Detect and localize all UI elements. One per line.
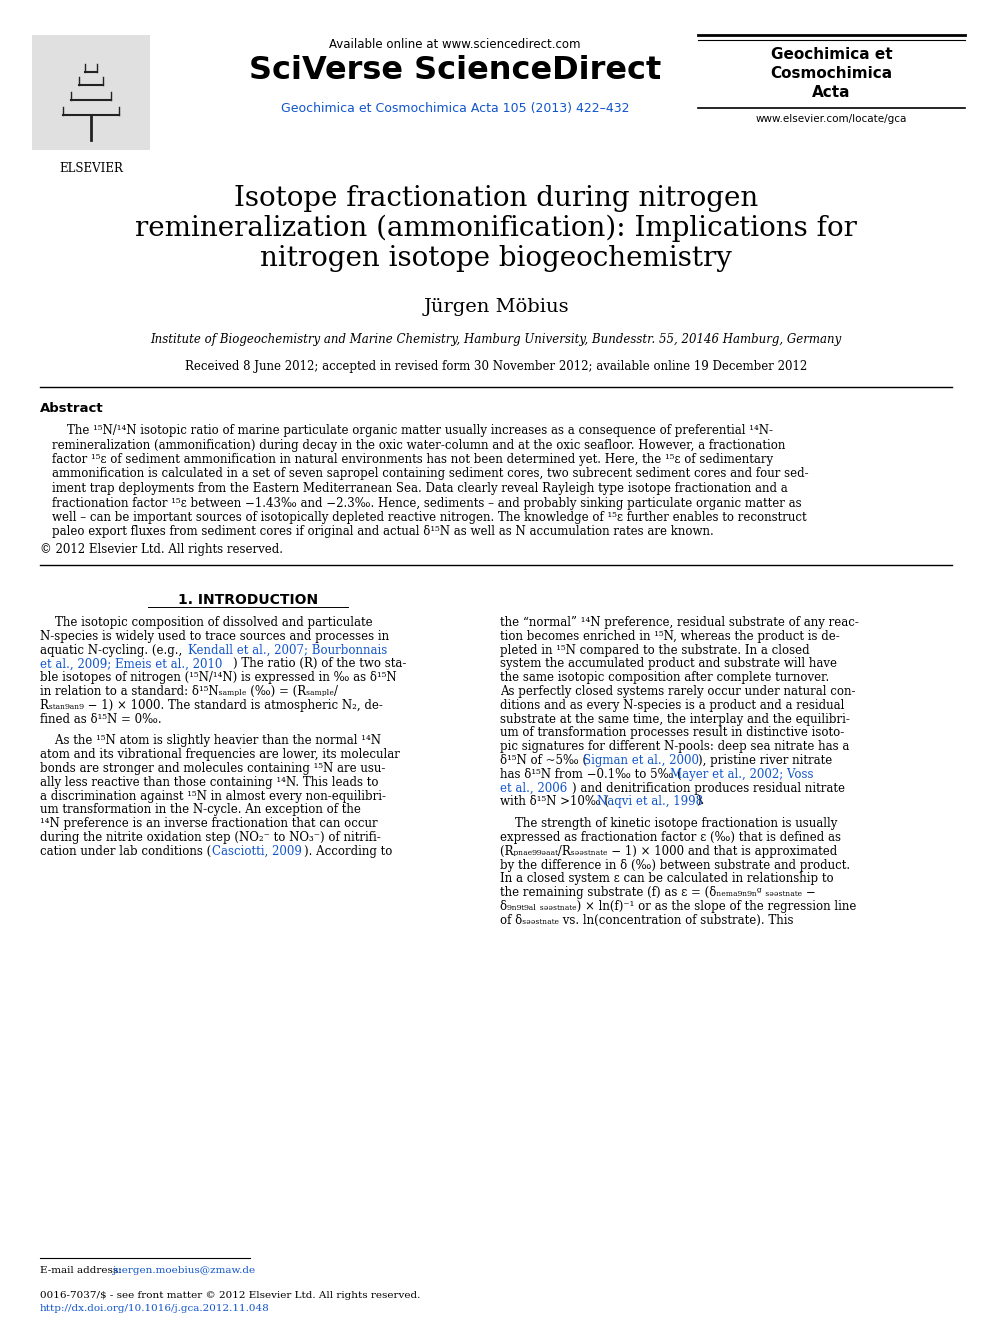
Text: ble isotopes of nitrogen (¹⁵N/¹⁴N) is expressed in ‰ as δ¹⁵N: ble isotopes of nitrogen (¹⁵N/¹⁴N) is ex… bbox=[40, 671, 397, 684]
Text: The ¹⁵N/¹⁴N isotopic ratio of marine particulate organic matter usually increase: The ¹⁵N/¹⁴N isotopic ratio of marine par… bbox=[52, 423, 773, 437]
Text: Naqvi et al., 1998: Naqvi et al., 1998 bbox=[597, 795, 703, 808]
Text: ). According to: ). According to bbox=[304, 845, 393, 857]
Text: in relation to a standard: δ¹⁵Nₛₐₘₚₗₑ (‰) = (Rₛₐₘₚₗₑ/: in relation to a standard: δ¹⁵Nₛₐₘₚₗₑ (‰… bbox=[40, 685, 338, 699]
Text: In a closed system ε can be calculated in relationship to: In a closed system ε can be calculated i… bbox=[500, 872, 833, 885]
Text: et al., 2009; Emeis et al., 2010: et al., 2009; Emeis et al., 2010 bbox=[40, 658, 222, 671]
Text: aquatic N-cycling. (e.g.,: aquatic N-cycling. (e.g., bbox=[40, 643, 186, 656]
Text: by the difference in δ (‰) between substrate and product.: by the difference in δ (‰) between subst… bbox=[500, 859, 850, 872]
Text: The isotopic composition of dissolved and particulate: The isotopic composition of dissolved an… bbox=[40, 617, 373, 628]
Text: et al., 2006: et al., 2006 bbox=[500, 782, 567, 795]
Text: Institute of Biogeochemistry and Marine Chemistry, Hamburg University, Bundesstr: Institute of Biogeochemistry and Marine … bbox=[151, 333, 841, 347]
Text: substrate at the same time, the interplay and the equilibri-: substrate at the same time, the interpla… bbox=[500, 713, 850, 725]
Text: As perfectly closed systems rarely occur under natural con-: As perfectly closed systems rarely occur… bbox=[500, 685, 855, 699]
Text: with δ¹⁵N >10‰ (: with δ¹⁵N >10‰ ( bbox=[500, 795, 609, 808]
Text: pleted in ¹⁵N compared to the substrate. In a closed: pleted in ¹⁵N compared to the substrate.… bbox=[500, 643, 809, 656]
Text: Rₛₜₐₙ₉ₐₙ₉ − 1) × 1000. The standard is atmospheric N₂, de-: Rₛₜₐₙ₉ₐₙ₉ − 1) × 1000. The standard is a… bbox=[40, 699, 383, 712]
Text: remineralization (ammonification) during decay in the oxic water-column and at t: remineralization (ammonification) during… bbox=[52, 438, 786, 451]
Text: Mayer et al., 2002; Voss: Mayer et al., 2002; Voss bbox=[670, 767, 813, 781]
Text: tion becomes enriched in ¹⁵N, whereas the product is de-: tion becomes enriched in ¹⁵N, whereas th… bbox=[500, 630, 840, 643]
Text: 0016-7037/$ - see front matter © 2012 Elsevier Ltd. All rights reserved.: 0016-7037/$ - see front matter © 2012 El… bbox=[40, 1291, 421, 1301]
Text: well – can be important sources of isotopically depleted reactive nitrogen. The : well – can be important sources of isoto… bbox=[52, 511, 806, 524]
Text: pic signatures for different N-pools: deep sea nitrate has a: pic signatures for different N-pools: de… bbox=[500, 740, 849, 753]
Text: has δ¹⁵N from −0.1‰ to 5‰ (: has δ¹⁵N from −0.1‰ to 5‰ ( bbox=[500, 767, 682, 781]
Text: http://dx.doi.org/10.1016/j.gca.2012.11.048: http://dx.doi.org/10.1016/j.gca.2012.11.… bbox=[40, 1304, 270, 1312]
Bar bbox=[32, 34, 150, 149]
Text: fined as δ¹⁵N = 0‰.: fined as δ¹⁵N = 0‰. bbox=[40, 713, 162, 725]
Text: factor ¹⁵ε of sediment ammonification in natural environments has not been deter: factor ¹⁵ε of sediment ammonification in… bbox=[52, 452, 773, 466]
Text: during the nitrite oxidation step (NO₂⁻ to NO₃⁻) of nitrifi-: during the nitrite oxidation step (NO₂⁻ … bbox=[40, 831, 381, 844]
Text: Acta: Acta bbox=[812, 85, 851, 101]
Text: um of transformation processes result in distinctive isoto-: um of transformation processes result in… bbox=[500, 726, 844, 740]
Text: of δₛₔₔₛₜₙₐₜₑ vs. ln(concentration of substrate). This: of δₛₔₔₛₜₙₐₜₑ vs. ln(concentration of su… bbox=[500, 914, 794, 927]
Text: system the accumulated product and substrate will have: system the accumulated product and subst… bbox=[500, 658, 837, 671]
Text: nitrogen isotope biogeochemistry: nitrogen isotope biogeochemistry bbox=[260, 245, 732, 273]
Text: Isotope fractionation during nitrogen: Isotope fractionation during nitrogen bbox=[234, 185, 758, 212]
Text: Geochimica et Cosmochimica Acta 105 (2013) 422–432: Geochimica et Cosmochimica Acta 105 (201… bbox=[281, 102, 629, 115]
Text: iment trap deployments from the Eastern Mediterranean Sea. Data clearly reveal R: iment trap deployments from the Eastern … bbox=[52, 482, 788, 495]
Text: ally less reactive than those containing ¹⁴N. This leads to: ally less reactive than those containing… bbox=[40, 775, 379, 789]
Text: Geochimica et: Geochimica et bbox=[771, 48, 893, 62]
Text: ditions and as every N-species is a product and a residual: ditions and as every N-species is a prod… bbox=[500, 699, 844, 712]
Text: the “normal” ¹⁴N preference, residual substrate of any reac-: the “normal” ¹⁴N preference, residual su… bbox=[500, 617, 859, 628]
Text: ), pristine river nitrate: ), pristine river nitrate bbox=[698, 754, 832, 767]
Text: fractionation factor ¹⁵ε between −1.43‰ and −2.3‰. Hence, sediments – and probab: fractionation factor ¹⁵ε between −1.43‰ … bbox=[52, 496, 802, 509]
Text: Kendall et al., 2007; Bourbonnais: Kendall et al., 2007; Bourbonnais bbox=[188, 643, 387, 656]
Text: www.elsevier.com/locate/gca: www.elsevier.com/locate/gca bbox=[756, 114, 908, 124]
Text: N-species is widely used to trace sources and processes in: N-species is widely used to trace source… bbox=[40, 630, 389, 643]
Text: (Rₚₙₐₑ₉₉ₔₐₐₜ/Rₛₔₔₛₜₙₐₜₑ − 1) × 1000 and that is approximated: (Rₚₙₐₑ₉₉ₔₐₐₜ/Rₛₔₔₛₜₙₐₜₑ − 1) × 1000 and … bbox=[500, 845, 837, 857]
Text: ¹⁴N preference is an inverse fractionation that can occur: ¹⁴N preference is an inverse fractionati… bbox=[40, 818, 378, 831]
Text: Abstract: Abstract bbox=[40, 402, 103, 415]
Text: Received 8 June 2012; accepted in revised form 30 November 2012; available onlin: Received 8 June 2012; accepted in revise… bbox=[185, 360, 807, 373]
Text: As the ¹⁵N atom is slightly heavier than the normal ¹⁴N: As the ¹⁵N atom is slightly heavier than… bbox=[40, 734, 381, 747]
Text: δ¹⁵N of ~5‰ (: δ¹⁵N of ~5‰ ( bbox=[500, 754, 587, 767]
Text: the same isotopic composition after complete turnover.: the same isotopic composition after comp… bbox=[500, 671, 829, 684]
Text: ELSEVIER: ELSEVIER bbox=[60, 161, 123, 175]
Text: ) and denitrification produces residual nitrate: ) and denitrification produces residual … bbox=[572, 782, 845, 795]
Text: Available online at www.sciencedirect.com: Available online at www.sciencedirect.co… bbox=[329, 38, 580, 52]
Text: Cosmochimica: Cosmochimica bbox=[771, 66, 893, 81]
Text: δ₉ₙ₉ₜ₉ₐₗ ₛₔₔₛₜₙₐₜₑ) × ln(f)⁻¹ or as the slope of the regression line: δ₉ₙ₉ₜ₉ₐₗ ₛₔₔₛₜₙₐₜₑ) × ln(f)⁻¹ or as the … bbox=[500, 900, 856, 913]
Text: atom and its vibrational frequencies are lower, its molecular: atom and its vibrational frequencies are… bbox=[40, 749, 400, 761]
Text: Casciotti, 2009: Casciotti, 2009 bbox=[212, 845, 302, 857]
Text: © 2012 Elsevier Ltd. All rights reserved.: © 2012 Elsevier Ltd. All rights reserved… bbox=[40, 542, 283, 556]
Text: paleo export fluxes from sediment cores if original and actual δ¹⁵N as well as N: paleo export fluxes from sediment cores … bbox=[52, 525, 714, 538]
Text: bonds are stronger and molecules containing ¹⁵N are usu-: bonds are stronger and molecules contain… bbox=[40, 762, 385, 775]
Text: cation under lab conditions (: cation under lab conditions ( bbox=[40, 845, 211, 857]
Text: um transformation in the N-cycle. An exception of the: um transformation in the N-cycle. An exc… bbox=[40, 803, 361, 816]
Text: ) The ratio (R) of the two sta-: ) The ratio (R) of the two sta- bbox=[233, 658, 407, 671]
Text: remineralization (ammonification): Implications for: remineralization (ammonification): Impli… bbox=[135, 216, 857, 242]
Text: expressed as fractionation factor ε (‰) that is defined as: expressed as fractionation factor ε (‰) … bbox=[500, 831, 841, 844]
Text: Sigman et al., 2000: Sigman et al., 2000 bbox=[583, 754, 699, 767]
Text: juergen.moebius@zmaw.de: juergen.moebius@zmaw.de bbox=[112, 1266, 255, 1275]
Text: ammonification is calculated in a set of seven sapropel containing sediment core: ammonification is calculated in a set of… bbox=[52, 467, 808, 480]
Text: SciVerse ScienceDirect: SciVerse ScienceDirect bbox=[249, 56, 661, 86]
Text: E-mail address:: E-mail address: bbox=[40, 1266, 125, 1275]
Text: a discrimination against ¹⁵N in almost every non-equilibri-: a discrimination against ¹⁵N in almost e… bbox=[40, 790, 386, 803]
Text: 1. INTRODUCTION: 1. INTRODUCTION bbox=[178, 593, 318, 607]
Text: ).: ). bbox=[696, 795, 704, 808]
Text: The strength of kinetic isotope fractionation is usually: The strength of kinetic isotope fraction… bbox=[500, 818, 837, 831]
Text: the remaining substrate (f) as ε = (δₙₑₘₐ₉ₙ₉ₙᵍ ₛₔₔₛₜₙₐₜₑ −: the remaining substrate (f) as ε = (δₙₑₘ… bbox=[500, 886, 815, 900]
Text: Jürgen Möbius: Jürgen Möbius bbox=[424, 298, 568, 316]
